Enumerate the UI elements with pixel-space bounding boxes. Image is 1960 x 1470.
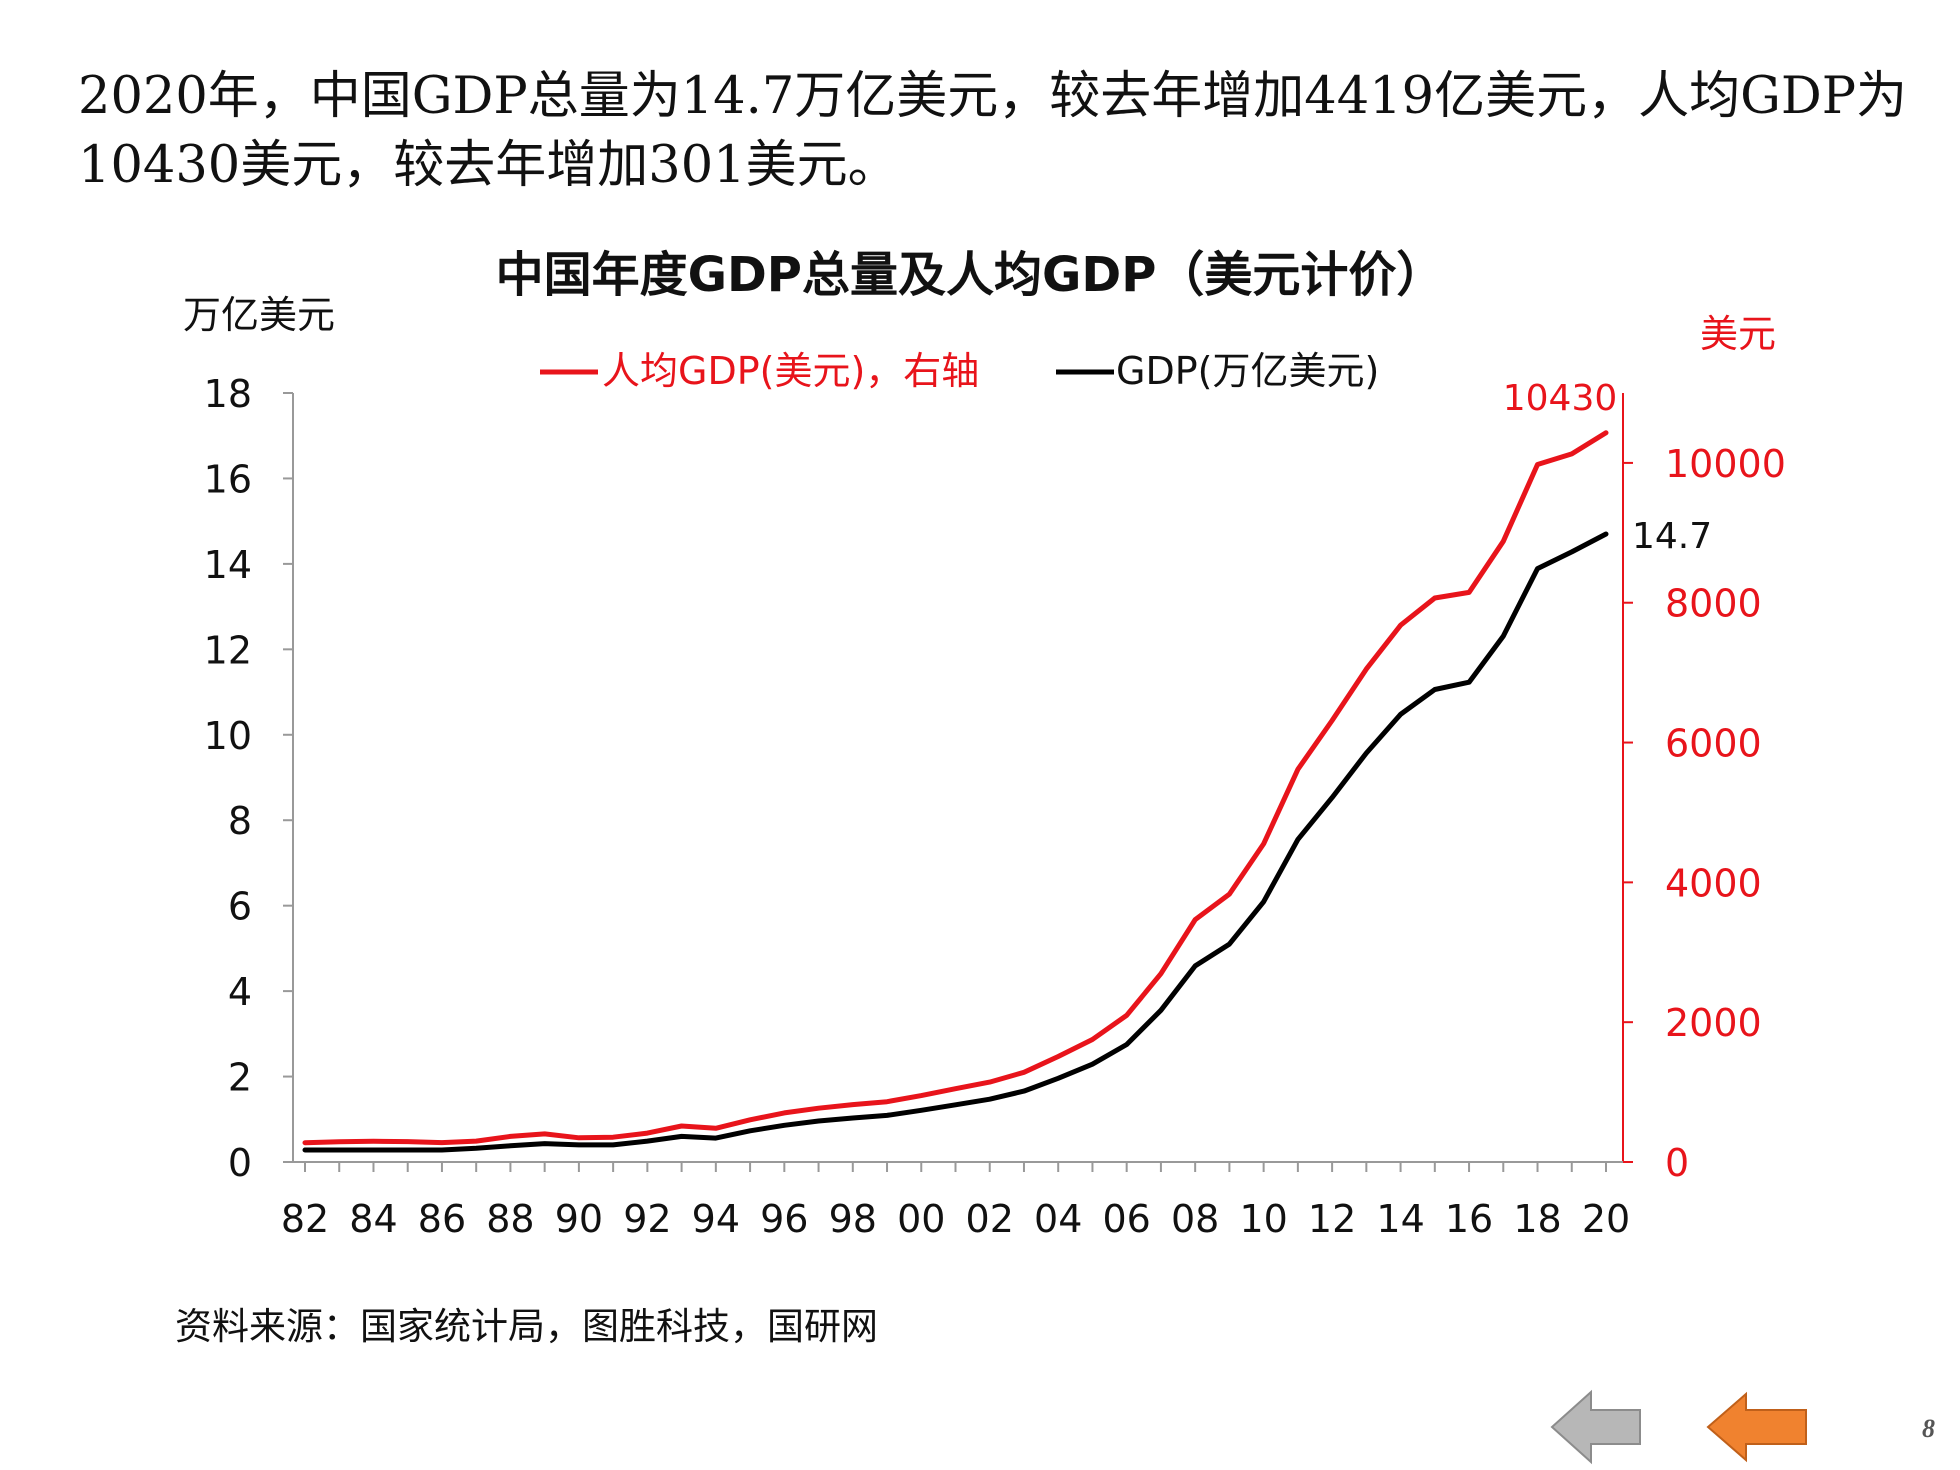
x-axis-ticks: 82 84 86 88 90 92 94 96 98 00 02 04 06 08 10 12 14 16 18 20 [281, 1162, 1630, 1241]
x-tick-label: 14 [1376, 1197, 1424, 1241]
left-tick-label: 16 [204, 457, 252, 501]
right-tick-label: 10000 [1665, 442, 1786, 486]
chart-legend: 人均GDP(美元)，右轴 GDP(万亿美元) [540, 349, 1379, 393]
left-tick-label: 10 [204, 714, 252, 758]
x-tick-label: 94 [692, 1197, 740, 1241]
left-arrow-icon [1550, 1389, 1641, 1465]
x-tick-label: 12 [1308, 1197, 1356, 1241]
left-tick-label: 18 [204, 372, 252, 416]
x-tick-label: 98 [829, 1197, 877, 1241]
legend-label-gdp: GDP(万亿美元) [1116, 349, 1379, 393]
x-tick-label: 86 [418, 1197, 466, 1241]
left-tick-label: 2 [228, 1056, 252, 1100]
page-number: 8 [1922, 1414, 1935, 1443]
source-note: 资料来源：国家统计局，图胜科技，国研网 [175, 1305, 878, 1348]
x-tick-label: 92 [623, 1197, 671, 1241]
x-tick-label: 06 [1103, 1197, 1151, 1241]
gdp-end-label: 14.7 [1632, 516, 1712, 557]
right-axis-unit: 美元 [1700, 312, 1776, 356]
x-tick-label: 18 [1513, 1197, 1561, 1241]
slide-headline: 2020年，中国GDP总量为14.7万亿美元，较去年增加4419亿美元，人均GD… [78, 67, 1908, 195]
left-tick-label: 4 [228, 970, 252, 1014]
x-tick-label: 04 [1034, 1197, 1082, 1241]
legend-label-per-capita: 人均GDP(美元)，右轴 [602, 349, 979, 393]
x-tick-label: 20 [1582, 1197, 1630, 1241]
right-tick-label: 6000 [1665, 722, 1762, 766]
right-tick-label: 8000 [1665, 582, 1762, 626]
series-layer [302, 430, 1609, 1153]
x-tick-label: 82 [281, 1197, 329, 1241]
right-tick-label: 0 [1665, 1141, 1689, 1185]
per-capita-gdp-line [302, 430, 1609, 1146]
right-axis-ticks: 0 2000 4000 6000 8000 10000 [1623, 442, 1786, 1185]
annotation-layer: 10430 14.7 [1503, 378, 1712, 557]
x-tick-label: 96 [760, 1197, 808, 1241]
left-tick-label: 6 [228, 885, 252, 929]
left-arrow-icon [1706, 1391, 1807, 1463]
left-tick-label: 8 [228, 799, 252, 843]
left-tick-label: 14 [204, 543, 252, 587]
left-axis-ticks: 0 2 4 6 8 10 12 14 16 18 [204, 372, 293, 1185]
per-capita-end-label: 10430 [1503, 378, 1618, 419]
gdp-total-line [302, 531, 1609, 1153]
x-tick-label: 02 [966, 1197, 1014, 1241]
x-tick-label: 00 [897, 1197, 945, 1241]
x-tick-label: 88 [486, 1197, 534, 1241]
back-slide-button[interactable] [1702, 1388, 1814, 1466]
x-tick-label: 10 [1239, 1197, 1287, 1241]
x-tick-label: 84 [349, 1197, 397, 1241]
right-tick-label: 2000 [1665, 1001, 1762, 1045]
left-tick-label: 12 [204, 628, 252, 672]
x-tick-label: 08 [1171, 1197, 1219, 1241]
left-tick-label: 0 [228, 1141, 252, 1185]
left-axis-unit: 万亿美元 [183, 293, 335, 337]
chart-title: 中国年度GDP总量及人均GDP（美元计价） [496, 247, 1445, 303]
right-tick-label: 4000 [1665, 861, 1762, 905]
x-tick-label: 90 [555, 1197, 603, 1241]
x-tick-label: 16 [1445, 1197, 1493, 1241]
prev-slide-button[interactable] [1546, 1386, 1646, 1468]
